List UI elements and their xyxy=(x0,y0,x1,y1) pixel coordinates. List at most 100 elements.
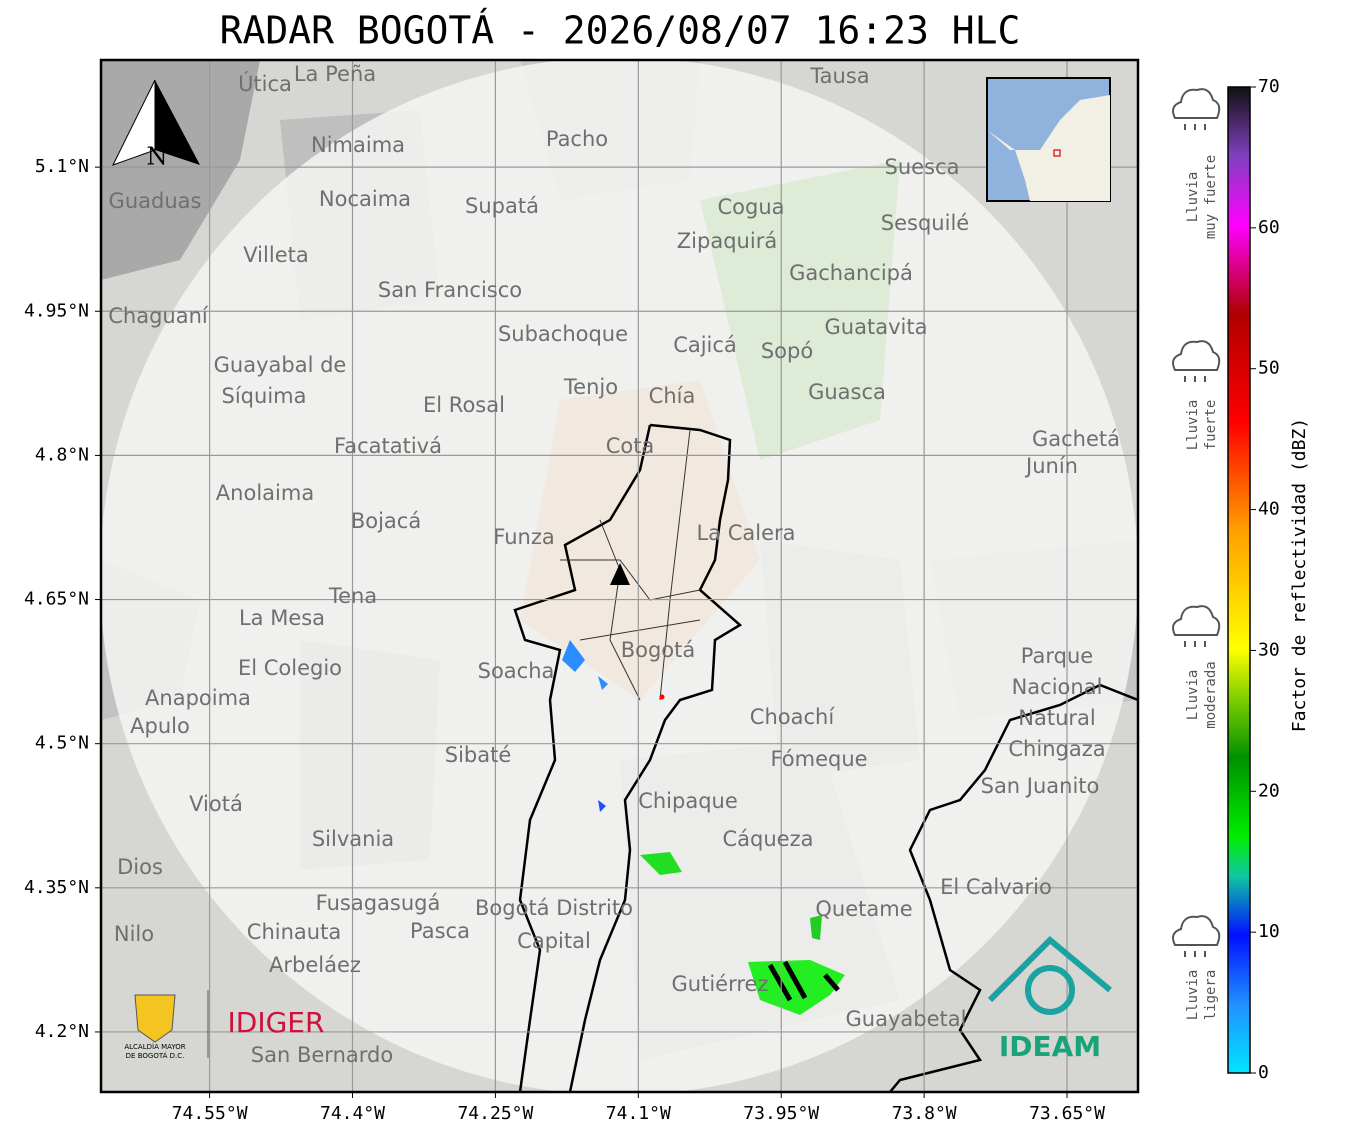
rain-icon xyxy=(1172,915,1221,957)
y-tick-label: 4.95°N xyxy=(24,300,89,321)
place-label: Anapoima xyxy=(145,686,251,710)
place-label: Silvania xyxy=(312,827,394,851)
cloud xyxy=(1172,605,1221,636)
drops xyxy=(1184,641,1206,647)
place-label: La Mesa xyxy=(239,606,325,630)
place-label: Nimaima xyxy=(311,133,405,157)
place-label: Subachoque xyxy=(498,322,628,346)
place-label: San Bernardo xyxy=(251,1043,393,1067)
colorbar xyxy=(1227,86,1251,1074)
place-label: Guatavita xyxy=(825,315,928,339)
colorbar-tick-label: 0 xyxy=(1258,1062,1269,1083)
x-tick-label: 74.25°W xyxy=(457,1103,533,1124)
place-label: Guasca xyxy=(808,380,886,404)
place-label: Síquima xyxy=(222,384,307,408)
place-label: Bogotá xyxy=(621,638,696,662)
map-frame xyxy=(99,58,1140,1094)
place-label: Dios xyxy=(117,855,163,879)
rain-category: muy fuerte xyxy=(1203,155,1219,239)
rain-category: ligera xyxy=(1203,970,1219,1021)
y-tick-label: 4.2°N xyxy=(35,1021,89,1042)
x-tick-label: 73.95°W xyxy=(743,1103,819,1124)
ideam-logo: IDEAM xyxy=(999,1030,1101,1063)
colorbar-tick-label: 10 xyxy=(1258,921,1280,942)
place-label: Soacha xyxy=(478,659,555,683)
place-label: Capital xyxy=(517,929,591,953)
cloud xyxy=(1172,915,1221,946)
place-label: Villeta xyxy=(243,243,308,267)
place-label: Cáqueza xyxy=(723,827,814,851)
place-label: Bojacá xyxy=(351,509,421,533)
x-tick-label: 74.55°W xyxy=(172,1103,248,1124)
place-label: Guaduas xyxy=(109,189,202,213)
place-label: Junín xyxy=(1024,454,1078,478)
place-label: Pasca xyxy=(410,919,470,943)
x-tick-label: 73.65°W xyxy=(1029,1103,1105,1124)
rain-icon xyxy=(1172,88,1221,130)
drops xyxy=(1184,951,1206,957)
place-label: Suesca xyxy=(885,155,960,179)
place-label: Apulo xyxy=(130,714,190,738)
place-label: Fómeque xyxy=(770,747,867,771)
place-label: Bogotá Distrito xyxy=(475,896,633,920)
place-label: Sopó xyxy=(761,339,813,363)
place-label: Chingaza xyxy=(1008,737,1105,761)
place-label: Chipaque xyxy=(638,789,738,813)
place-label: Sesquilé xyxy=(881,211,969,235)
title: RADAR BOGOTÁ - 2026/08/07 16:23 HLC xyxy=(220,9,1021,53)
place-label: Útica xyxy=(238,71,292,96)
place-label: Arbeláez xyxy=(269,953,361,977)
place-label: Funza xyxy=(493,525,554,549)
place-label: El Colegio xyxy=(238,656,342,680)
rain-category: fuerte xyxy=(1203,400,1219,451)
rain-category: Lluvia xyxy=(1185,670,1201,721)
place-label: Facatativá xyxy=(334,434,442,458)
x-tick-label: 74.1°W xyxy=(606,1103,671,1124)
idiger-logo: IDIGER xyxy=(228,1006,325,1039)
place-label: Viotá xyxy=(189,792,243,816)
alcaldia-text: DE BOGOTÁ D.C. xyxy=(126,1051,185,1060)
place-label: El Rosal xyxy=(423,393,505,417)
place-label: Parque xyxy=(1021,644,1093,668)
place-label: Gachancipá xyxy=(789,261,913,285)
place-label: Cajicá xyxy=(673,333,737,357)
place-label: Nilo xyxy=(114,922,154,946)
rain-icon xyxy=(1172,605,1221,647)
place-label: La Peña xyxy=(294,62,376,86)
north-arrow: N xyxy=(147,143,168,171)
y-tick-label: 4.5°N xyxy=(35,733,89,754)
place-label: Zipaquirá xyxy=(677,229,777,253)
colorbar-label: Factor de reflectividad (dBZ) xyxy=(1289,418,1310,732)
place-label: Choachí xyxy=(750,705,836,729)
place-label: Supatá xyxy=(465,194,539,218)
cloud xyxy=(1172,340,1221,371)
x-tick-label: 73.8°W xyxy=(892,1103,957,1124)
colorbar-tick-label: 70 xyxy=(1258,76,1280,97)
place-label: Chinauta xyxy=(247,920,341,944)
colorbar-tick-label: 60 xyxy=(1258,217,1280,238)
place-label: Quetame xyxy=(815,897,912,921)
place-label: Tenjo xyxy=(563,375,618,399)
place-label: Anolaima xyxy=(216,481,314,505)
place-label: Gutiérrez xyxy=(672,972,769,996)
rain-icon xyxy=(1172,340,1221,382)
place-label: Tena xyxy=(328,584,377,608)
place-label: Cogua xyxy=(717,195,784,219)
place-label: Nacional xyxy=(1012,675,1103,699)
colorbar-tick-label: 40 xyxy=(1258,499,1280,520)
place-label: Tausa xyxy=(809,64,869,88)
place-label: La Calera xyxy=(696,521,795,545)
y-tick-label: 4.35°N xyxy=(24,877,89,898)
rain-category: moderada xyxy=(1203,661,1219,728)
cloud xyxy=(1172,88,1221,119)
place-label: Natural xyxy=(1018,706,1095,730)
x-tick-label: 74.4°W xyxy=(320,1103,385,1124)
place-label: San Francisco xyxy=(378,278,522,302)
place-label: Fusagasugá xyxy=(316,891,441,915)
place-label: San Juanito xyxy=(981,774,1100,798)
y-tick-label: 5.1°N xyxy=(35,156,89,177)
colorbar-tick-label: 20 xyxy=(1258,780,1280,801)
rain-category: Lluvia xyxy=(1185,970,1201,1021)
